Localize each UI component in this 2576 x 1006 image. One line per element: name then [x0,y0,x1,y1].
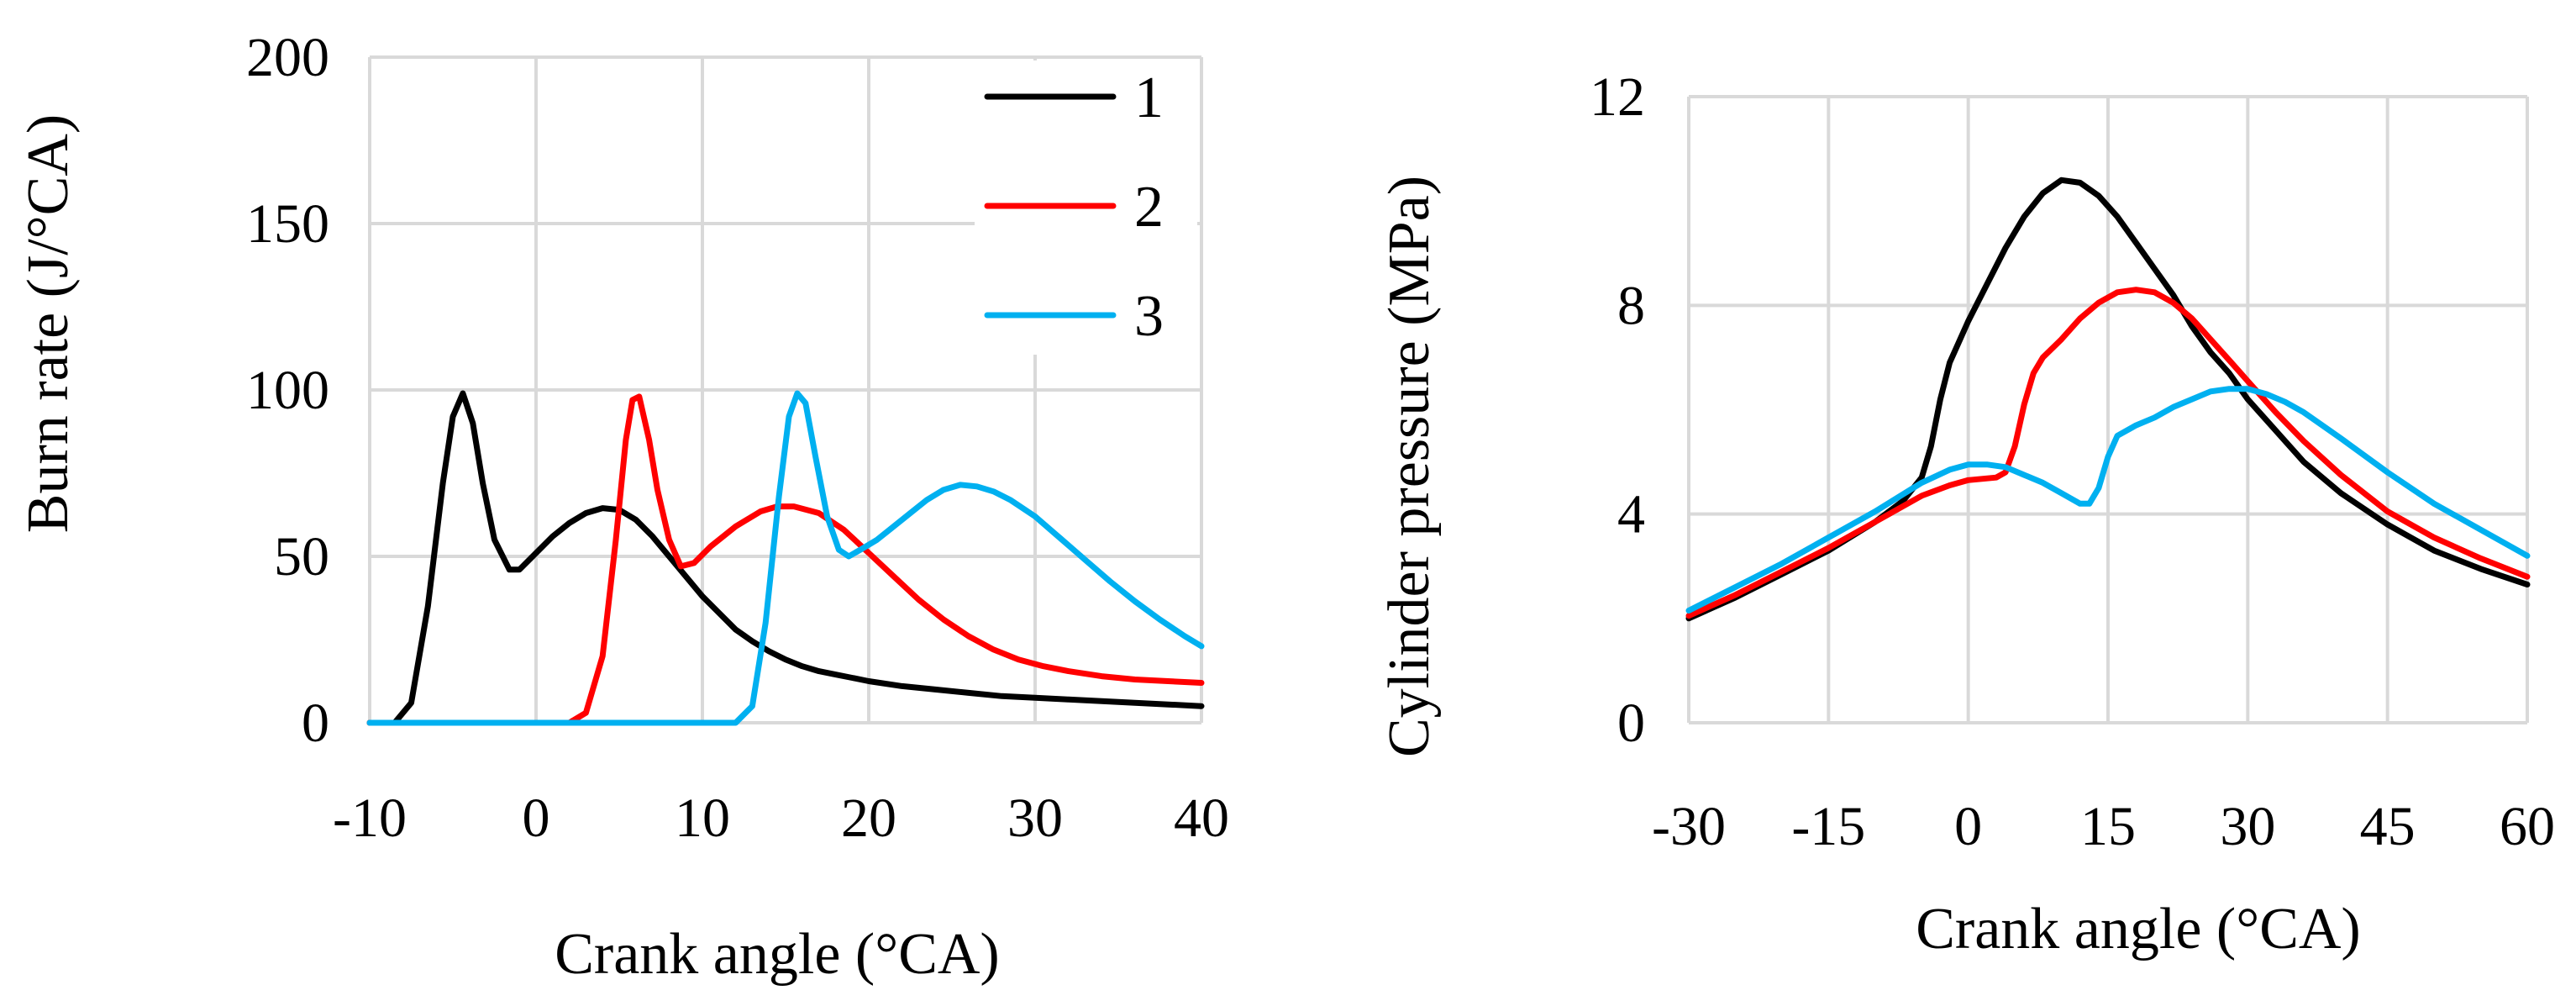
cylinder-pressure-series [1685,176,2531,622]
burn-rate-y-tick-labels: 0 50 100 150 200 [246,27,329,754]
cylinder-pressure-x-tick-label: 60 [2500,796,2555,857]
burn-rate-x-tick-labels: -10 0 10 20 30 40 [333,787,1229,849]
cylinder-pressure-y-tick-label: 8 [1617,275,1645,336]
cylinder-pressure-x-tick-label: 15 [2080,796,2136,857]
cylinder-pressure-x-tick-label: -15 [1791,796,1865,857]
cylinder-pressure-x-tick-label: -30 [1652,796,1726,857]
burn-rate-x-tick-label: 0 [523,787,550,849]
cylinder-pressure-series-3-line [1685,386,2531,614]
burn-rate-y-axis-title: Burn rate (J/°CA) [16,114,81,533]
cylinder-pressure-y-axis-title: Cylinder pressure (MPa) [1377,176,1442,757]
burn-rate-legend: 1 2 3 [975,61,1197,355]
burn-rate-y-tick-label: 200 [246,27,329,88]
cylinder-pressure-y-tick-label: 4 [1617,484,1645,545]
burn-rate-series-3-line [366,390,1205,726]
burn-rate-x-axis-title: Crank angle (°CA) [555,922,1000,987]
legend-label-3: 3 [1134,284,1164,349]
burn-rate-series-1-line [366,390,1205,726]
cylinder-pressure-y-tick-label: 0 [1617,693,1645,754]
cylinder-pressure-series-2-line [1685,287,2531,619]
cylinder-pressure-y-tick-labels: 0 4 8 12 [1590,66,1645,754]
burn-rate-series [366,390,1205,726]
burn-rate-x-tick-label: 10 [675,787,730,849]
cylinder-pressure-x-tick-label: 0 [1954,796,1982,857]
legend-label-2: 2 [1134,175,1164,240]
cylinder-pressure-x-axis-title: Crank angle (°CA) [1916,897,2361,961]
burn-rate-y-tick-label: 50 [274,526,329,587]
cylinder-pressure-x-tick-label: 30 [2220,796,2275,857]
burn-rate-x-tick-label: 30 [1007,787,1063,849]
burn-rate-x-tick-label: 20 [841,787,896,849]
cylinder-pressure-x-tick-label: 45 [2360,796,2416,857]
burn-rate-y-tick-label: 150 [246,193,329,255]
legend-label-1: 1 [1134,66,1164,130]
burn-rate-x-tick-label: 40 [1174,787,1229,849]
cylinder-pressure-x-tick-labels: -30 -15 0 15 30 45 60 [1652,796,2555,857]
burn-rate-y-tick-label: 100 [246,360,329,421]
cylinder-pressure-y-tick-label: 12 [1590,66,1645,128]
burn-rate-y-tick-label: 0 [302,693,329,754]
burn-rate-x-tick-label: -10 [333,787,407,849]
